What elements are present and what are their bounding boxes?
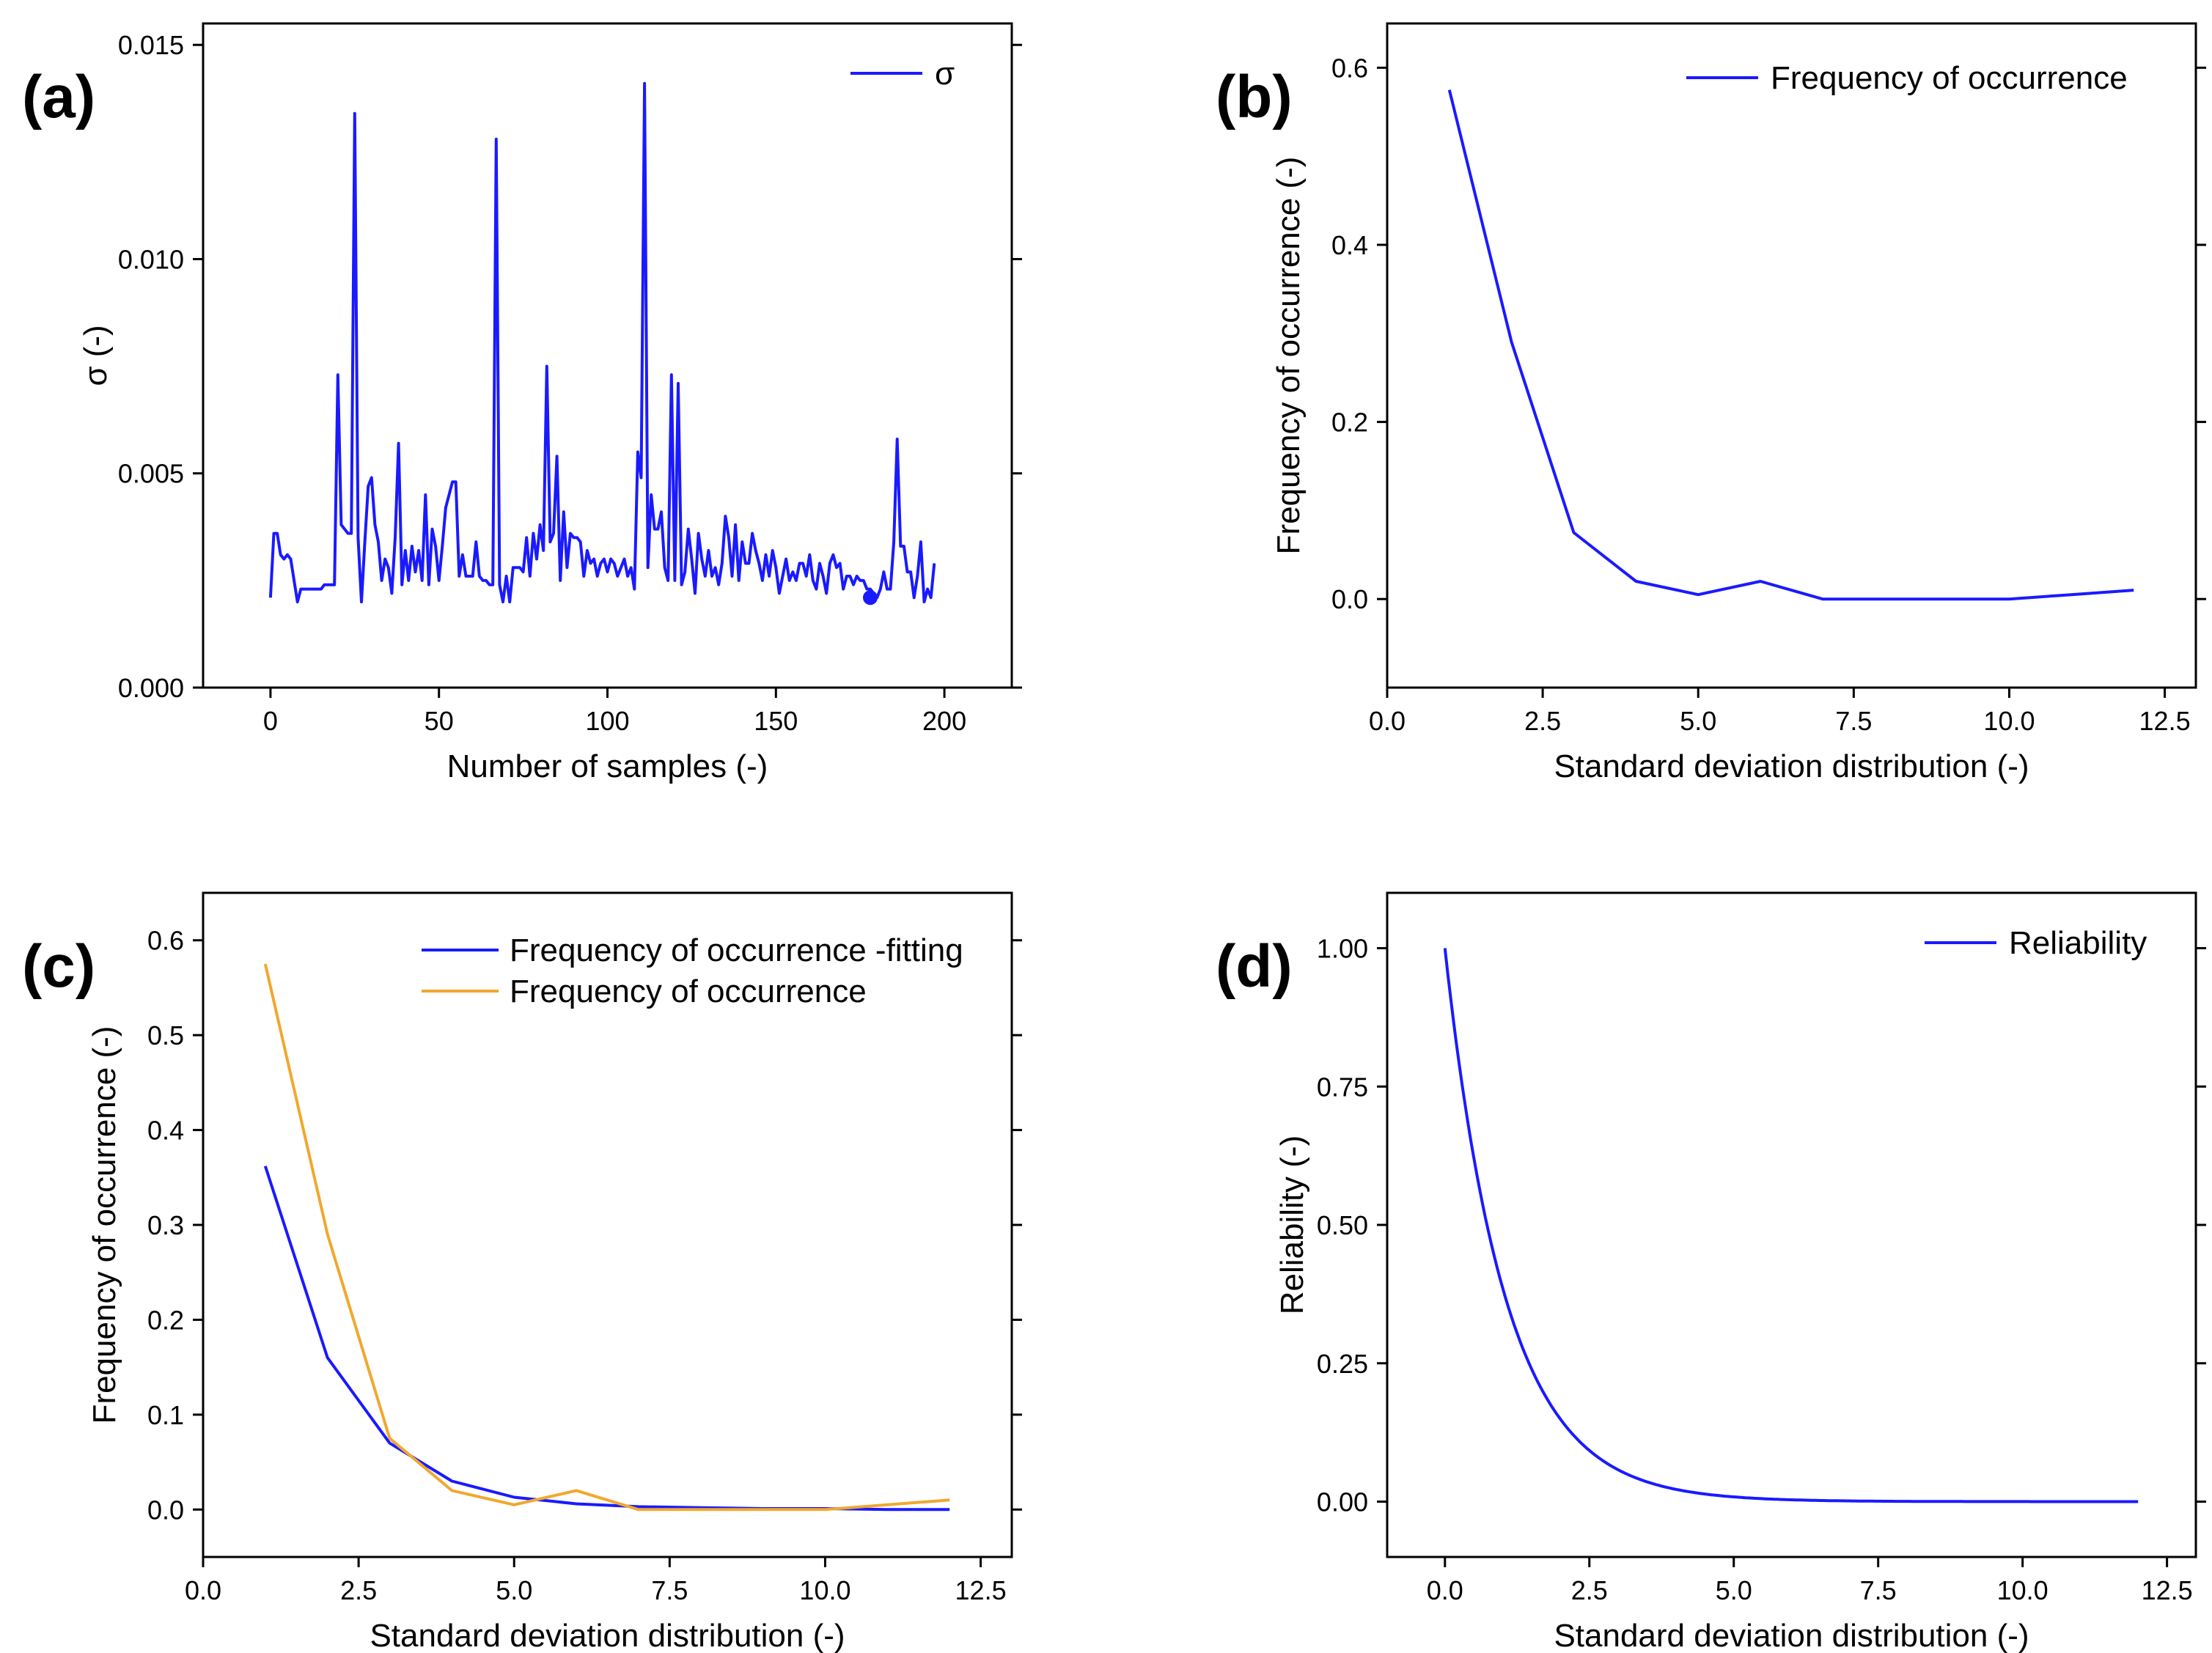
y-tick-label: 0.00 — [1317, 1487, 1368, 1517]
legend-label: Frequency of occurrence -fitting — [510, 932, 963, 968]
y-tick-label: 1.00 — [1317, 934, 1368, 964]
plot-frame — [1386, 891, 2197, 1558]
series-line-0 — [1443, 948, 2139, 1503]
x-tick-label: 10.0 — [799, 1575, 850, 1605]
x-tick-label: 10.0 — [1997, 1575, 2049, 1605]
y-tick-label: 0.000 — [118, 673, 184, 703]
x-tick-label: 5.0 — [1716, 1575, 1752, 1605]
legend-label: Reliability — [2009, 925, 2147, 961]
x-tick-label: 12.5 — [955, 1575, 1007, 1605]
x-tick-label: 0.0 — [1427, 1575, 1463, 1605]
y-tick-label: 0.4 — [1331, 230, 1368, 260]
x-tick-label: 0.0 — [185, 1575, 221, 1605]
legend-label: σ — [935, 56, 955, 92]
series-line-1 — [263, 963, 950, 1512]
x-tick-label: 0 — [263, 706, 278, 736]
x-tick-label: 7.5 — [651, 1575, 688, 1605]
y-tick-label: 0.25 — [1317, 1349, 1368, 1379]
y-tick-label: 0.010 — [118, 244, 184, 274]
y-tick-label: 0.5 — [147, 1020, 184, 1050]
x-tick-label: 0.0 — [1369, 706, 1406, 736]
x-tick-label: 200 — [922, 706, 966, 736]
x-tick-label: 7.5 — [1835, 706, 1872, 736]
x-tick-label: 12.5 — [2142, 1575, 2193, 1605]
x-tick-label: 7.5 — [1860, 1575, 1897, 1605]
chart-panel-2: (c) 0.0 2.5 5.0 7.5 10.0 12.5 0.0 0.1 0.2 0.3 0.4 0.… — [22, 891, 1022, 1653]
series-line-0 — [1447, 89, 2134, 601]
chart-panel-3: (d) 0.0 2.5 5.0 7.5 10.0 12.5 0.00 0.25 0.50 0.75 1… — [1216, 891, 2206, 1653]
x-tick-label: 2.5 — [340, 1575, 377, 1605]
panel-label: (c) — [22, 933, 95, 1000]
y-tick-label: 0.1 — [147, 1400, 184, 1430]
plot-frame — [1386, 22, 2197, 689]
x-axis-label: Standard deviation distribution (-) — [370, 1618, 845, 1653]
x-tick-label: 5.0 — [1680, 706, 1716, 736]
panel-label: (b) — [1216, 64, 1293, 130]
x-tick-label: 100 — [585, 706, 629, 736]
series-marker — [862, 590, 878, 605]
x-tick-label: 2.5 — [1524, 706, 1561, 736]
x-axis-label: Number of samples (-) — [447, 748, 768, 784]
y-tick-label: 0.6 — [147, 926, 184, 956]
y-tick-label: 0.6 — [1331, 53, 1368, 83]
x-tick-label: 150 — [754, 706, 798, 736]
x-axis-label: Standard deviation distribution (-) — [1554, 1618, 2029, 1653]
x-tick-label: 12.5 — [2139, 706, 2191, 736]
y-tick-label: 0.0 — [147, 1495, 184, 1525]
series-line-0 — [268, 81, 936, 604]
panel-label: (a) — [22, 64, 95, 130]
y-axis-label: Frequency of occurrence (-) — [87, 1026, 122, 1424]
y-tick-label: 0.2 — [147, 1305, 184, 1335]
y-tick-label: 0.75 — [1317, 1072, 1368, 1102]
y-axis-label: σ (-) — [78, 325, 114, 386]
y-tick-label: 0.4 — [147, 1116, 184, 1146]
chart-panel-1: (b) 0.0 2.5 5.0 7.5 10.0 12.5 0.0 0.2 0.4 0.6 Stand… — [1216, 22, 2206, 784]
x-tick-label: 2.5 — [1571, 1575, 1608, 1605]
y-tick-label: 0.2 — [1331, 408, 1368, 438]
y-tick-label: 0.3 — [147, 1210, 184, 1240]
x-tick-label: 5.0 — [496, 1575, 532, 1605]
y-axis-label: Frequency of occurrence (-) — [1271, 157, 1307, 555]
y-axis-label: Reliability (-) — [1274, 1135, 1310, 1314]
x-tick-label: 10.0 — [1983, 706, 2035, 736]
x-tick-label: 50 — [425, 706, 454, 736]
legend-label: Frequency of occurrence — [1771, 60, 2128, 96]
y-tick-label: 0.50 — [1317, 1210, 1368, 1240]
y-tick-label: 0.015 — [118, 30, 184, 60]
chart-panel-0: (a) 0 50 100 150 200 0.000 0.005 0.010 0.015 Numbe… — [22, 22, 1022, 784]
y-tick-label: 0.0 — [1331, 584, 1368, 614]
x-axis-label: Standard deviation distribution (-) — [1554, 748, 2029, 784]
legend-label: Frequency of occurrence — [510, 973, 867, 1009]
series-line-0 — [263, 1166, 950, 1512]
y-tick-label: 0.005 — [118, 459, 184, 489]
panel-label: (d) — [1216, 933, 1293, 1000]
